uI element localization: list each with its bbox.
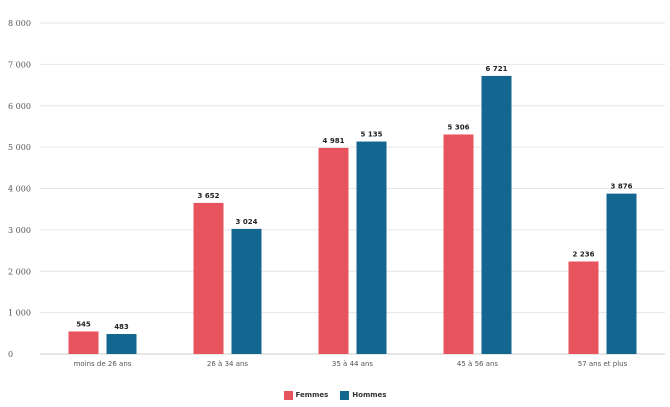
- y-tick-label: 4 000: [8, 185, 31, 194]
- legend-swatch-hommes: [340, 390, 350, 400]
- bar-femmes[interactable]: [318, 147, 349, 354]
- bar-hommes[interactable]: [356, 141, 387, 354]
- legend-label-femmes: Femmes: [295, 391, 329, 399]
- legend-label-hommes: Hommes: [352, 391, 387, 399]
- bars: 545 483 3 652 3 024 4 981 5 135 5 306 6 721 2 23…: [68, 65, 637, 354]
- bar-femmes[interactable]: [68, 331, 99, 354]
- y-axis: 0 1 000 2 000 3 000 4 000 5 000 6 000 7 000 8 00…: [8, 19, 31, 359]
- y-tick-label: 6 000: [8, 102, 31, 111]
- y-tick-label: 0: [8, 350, 13, 359]
- y-tick-label: 1 000: [8, 309, 31, 318]
- x-tick-label: 57 ans et plus: [578, 360, 628, 368]
- gridlines: [40, 22, 665, 355]
- data-label: 5 135: [361, 131, 383, 139]
- bar-femmes[interactable]: [568, 261, 599, 354]
- x-tick-label: 35 à 44 ans: [332, 360, 374, 368]
- bar-hommes[interactable]: [606, 193, 637, 354]
- y-tick-label: 3 000: [8, 226, 31, 235]
- legend-item-femmes[interactable]: Femmes: [283, 390, 329, 400]
- bar-hommes[interactable]: [106, 334, 137, 354]
- data-label: 483: [114, 323, 129, 331]
- bar-femmes[interactable]: [443, 134, 474, 354]
- bar-hommes[interactable]: [481, 75, 512, 354]
- bar-femmes[interactable]: [193, 202, 224, 354]
- legend-item-hommes[interactable]: Hommes: [340, 390, 387, 400]
- data-label: 3 024: [236, 218, 258, 226]
- y-tick-label: 7 000: [8, 60, 31, 69]
- legend: Femmes Hommes: [0, 388, 670, 402]
- legend-swatch-femmes: [283, 390, 293, 400]
- data-label: 3 876: [611, 183, 633, 191]
- y-tick-label: 8 000: [8, 19, 31, 28]
- data-label: 4 981: [323, 137, 345, 145]
- data-label: 3 652: [198, 192, 220, 200]
- bar-hommes[interactable]: [231, 228, 262, 354]
- data-label: 2 236: [573, 250, 595, 258]
- data-label: 545: [76, 320, 91, 328]
- data-label: 6 721: [486, 65, 508, 73]
- x-tick-label: 26 à 34 ans: [207, 360, 249, 368]
- y-tick-label: 2 000: [8, 267, 31, 276]
- x-tick-label: 45 à 56 ans: [457, 360, 499, 368]
- y-tick-label: 5 000: [8, 143, 31, 152]
- data-label: 5 306: [448, 123, 470, 131]
- x-tick-label: moins de 26 ans: [74, 360, 132, 368]
- x-axis: moins de 26 ans 26 à 34 ans 35 à 44 ans 45 …: [74, 360, 628, 368]
